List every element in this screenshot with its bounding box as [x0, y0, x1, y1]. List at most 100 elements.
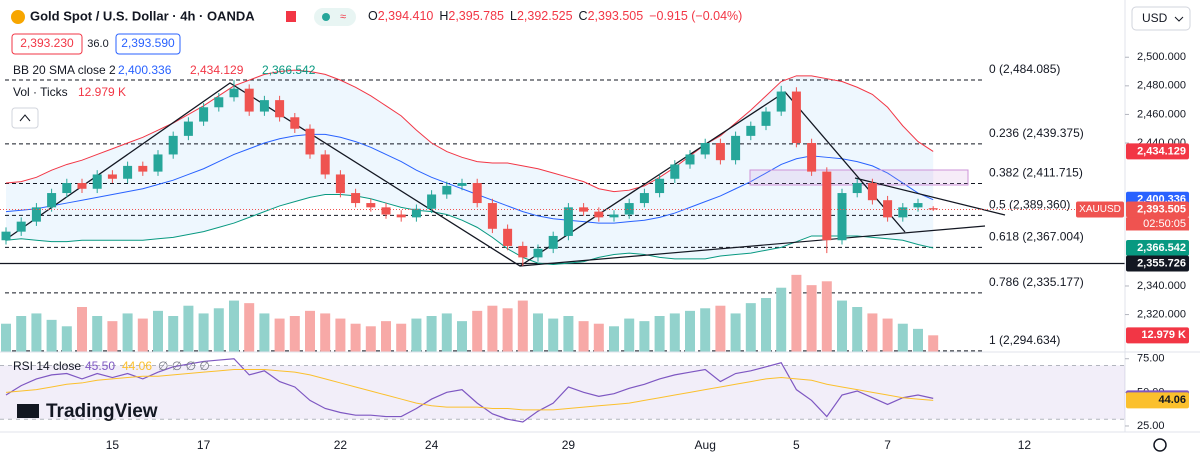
volume-bar — [502, 308, 513, 352]
candle-body — [305, 128, 315, 155]
price-badge — [1126, 143, 1189, 160]
candle-body — [153, 154, 163, 172]
brand-logo — [17, 404, 39, 418]
volume-bar — [867, 313, 878, 352]
candle-body — [503, 228, 513, 246]
volume-bar — [441, 313, 452, 352]
volume-bar — [77, 307, 87, 352]
candle-body — [396, 214, 406, 218]
volume-bar — [821, 281, 832, 352]
volume-bar — [411, 318, 422, 352]
candle-body — [366, 203, 376, 208]
price-badge-label: 44.06 — [1158, 394, 1186, 406]
settings-icon[interactable] — [1153, 438, 1167, 452]
volume-bar — [61, 326, 72, 352]
volume-bar — [517, 300, 528, 352]
volume-bar — [897, 323, 908, 352]
candle-body — [229, 88, 239, 98]
volume-bar — [16, 316, 27, 352]
rsi-legend-name: RSI 14 close — [13, 359, 81, 373]
rsi-tick-label: 75.00 — [1137, 353, 1165, 365]
price-badge — [1126, 392, 1189, 409]
volume-bar — [183, 305, 194, 352]
x-tick-label: 24 — [425, 438, 439, 452]
volume-bar — [122, 313, 133, 352]
candle-body — [624, 203, 634, 215]
candle-body — [47, 193, 57, 208]
bb-line — [5, 69, 934, 193]
volume-bar — [761, 298, 771, 352]
vol-legend-name: Vol · Ticks — [13, 85, 68, 99]
ohlc-key: O — [368, 9, 378, 23]
candle-body — [594, 211, 604, 218]
volume-bar — [624, 318, 635, 352]
volume-bar — [350, 323, 361, 352]
volume-bar — [244, 303, 255, 352]
status-pill[interactable] — [314, 8, 356, 26]
volume-bar — [685, 310, 695, 352]
bb-fill — [6, 70, 934, 265]
volume-bar — [259, 313, 270, 352]
price-pane: 0 (2,484.085) 0.236 (2,439.375) 0.382 (2,4… — [0, 62, 1125, 352]
candle-body — [442, 185, 452, 195]
fib-label: 0.786 (2,335.177) — [989, 275, 1084, 289]
candle-body — [107, 174, 117, 179]
candle-body — [123, 165, 133, 179]
volume-bar — [305, 310, 315, 352]
candle-body — [852, 183, 862, 194]
candle-body — [548, 235, 558, 249]
candle-body — [533, 248, 543, 258]
bb-line — [5, 133, 934, 224]
candle-body — [183, 121, 193, 136]
buy-box[interactable] — [115, 33, 181, 55]
countdown-bg — [1126, 217, 1189, 231]
volume-bar — [289, 316, 300, 352]
ohlc-value: 2,395.785 — [448, 9, 504, 23]
candle-body — [290, 117, 300, 129]
candle-body — [275, 100, 285, 118]
candle-body — [913, 203, 923, 208]
sell-box[interactable] — [11, 33, 83, 55]
candle-body — [883, 200, 893, 218]
symbol-logo — [11, 10, 25, 24]
currency-select[interactable] — [1131, 6, 1191, 31]
vol-legend-value: 12.979 K — [78, 85, 126, 99]
candle-body — [670, 164, 680, 179]
ohlc-value: 2,393.505 — [588, 9, 644, 23]
volume-bar — [198, 313, 209, 352]
price-badge-label: 2,393.505 — [1137, 203, 1186, 215]
symbol-tag — [1076, 201, 1124, 218]
price-badge-label: 2,366.542 — [1137, 242, 1186, 254]
fib-label: 0.618 (2,367.004) — [989, 230, 1084, 244]
candle-body — [563, 207, 573, 236]
candle-body — [487, 203, 497, 229]
bb-legend-lower: 2,366.542 — [262, 63, 316, 77]
y-tick-label: 2,480.000 — [1137, 80, 1186, 92]
currency-label: USD — [1142, 11, 1168, 25]
volume-bar — [548, 318, 559, 352]
volume-bar — [320, 313, 331, 352]
flag-icon[interactable] — [286, 11, 296, 22]
candle-body — [335, 174, 345, 194]
collapse-button[interactable] — [11, 107, 39, 129]
bb-legend-upper: 2,434.129 — [190, 63, 244, 77]
candle-body — [214, 97, 224, 108]
price-axis-bg — [1125, 0, 1200, 461]
candle-body — [351, 193, 361, 204]
x-tick-label: 29 — [562, 438, 576, 452]
candle-body — [16, 221, 26, 232]
volume-bar — [31, 313, 42, 352]
candle-body — [898, 207, 908, 218]
time-axis-bg — [0, 432, 1200, 461]
candle-body — [928, 208, 938, 210]
candle-body — [837, 193, 847, 241]
rsi-line — [5, 368, 934, 411]
volume-bar — [396, 323, 407, 352]
candle-body — [244, 88, 254, 112]
volume-bar — [730, 313, 741, 352]
candle-body — [259, 100, 269, 112]
y-tick-label: 2,320.000 — [1137, 308, 1186, 320]
volume-bar — [46, 319, 57, 352]
candle-body — [715, 143, 725, 161]
